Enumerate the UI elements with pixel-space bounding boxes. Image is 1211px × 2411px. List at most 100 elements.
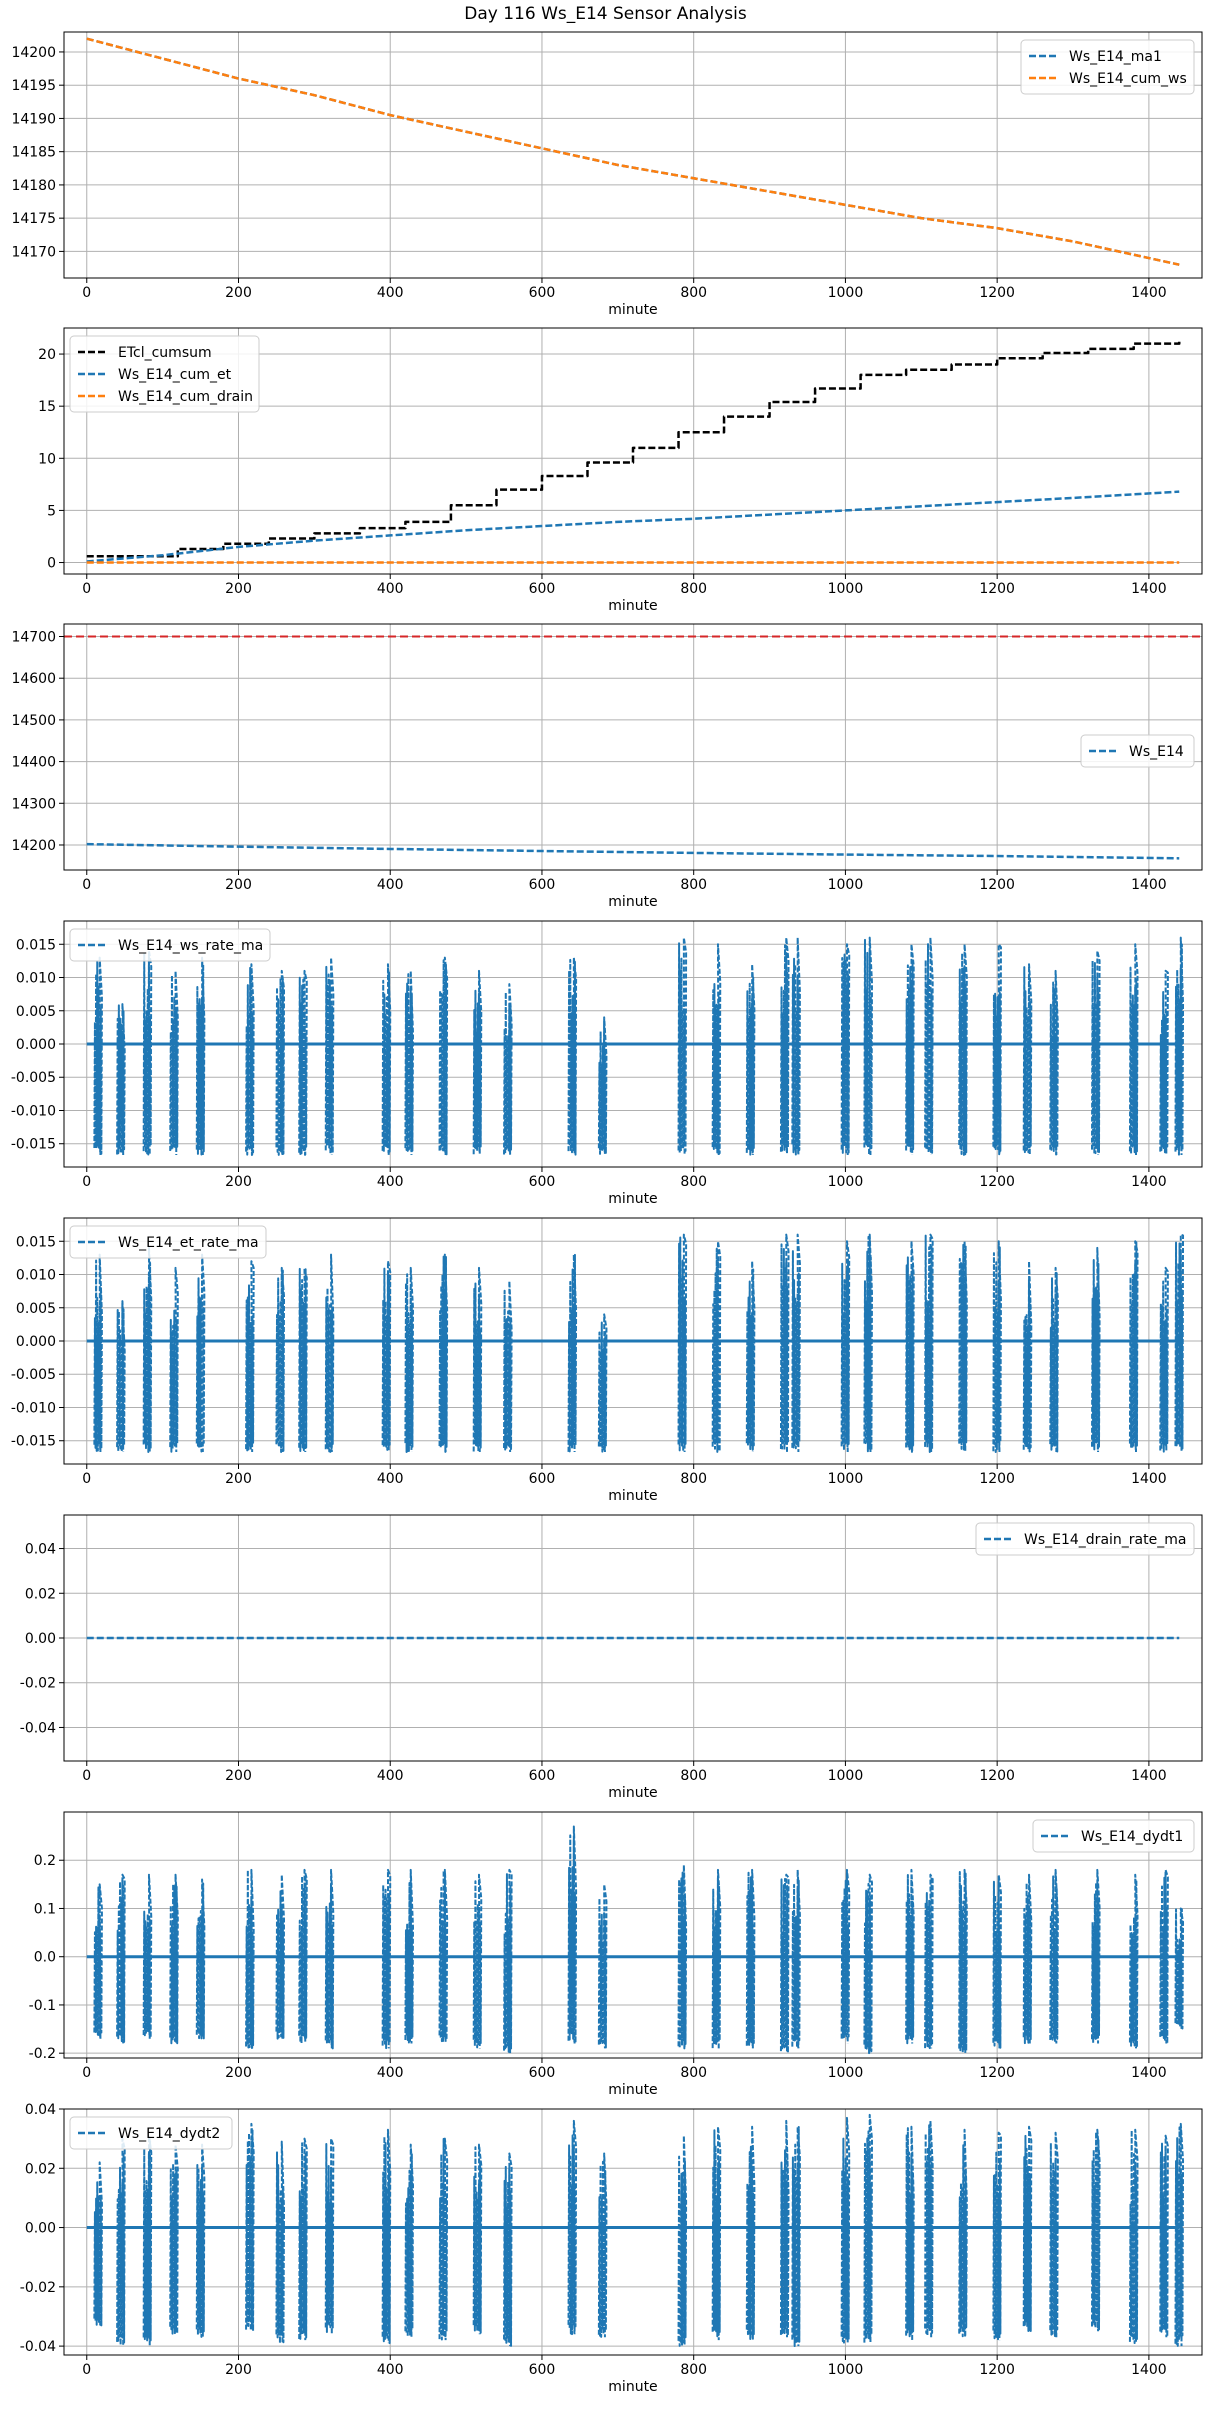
x-tick-label: 200	[225, 1768, 252, 1784]
series-burst	[840, 1868, 851, 2044]
series-burst	[1174, 1907, 1185, 2030]
y-tick-label: 0.00	[25, 1631, 56, 1647]
series-burst	[745, 2125, 756, 2341]
series-burst	[567, 2119, 578, 2336]
x-tick-label: 200	[225, 2362, 252, 2378]
series-burst	[1174, 2122, 1185, 2347]
series-burst	[1159, 2134, 1169, 2338]
series-Ws_E14	[86, 842, 1180, 860]
legend-box	[69, 2116, 233, 2150]
x-tick-label: 600	[529, 1174, 556, 1190]
series-burst	[840, 2116, 851, 2344]
series-burst	[745, 1868, 756, 2049]
series-burst	[1049, 1266, 1059, 1453]
y-tick-label: -0.005	[11, 1070, 56, 1086]
x-tick-label: 1200	[979, 877, 1015, 893]
y-tick-label: 14185	[11, 145, 56, 161]
x-tick-label: 1000	[828, 2065, 864, 2081]
x-tick-label: 1000	[828, 2362, 864, 2378]
series-burst	[992, 2131, 1002, 2341]
x-tick-label: 0	[82, 285, 91, 301]
figure-title: Day 116 Ws_E14 Sensor Analysis	[464, 4, 747, 24]
series-burst	[958, 1240, 968, 1453]
series-burst	[863, 2113, 873, 2344]
y-tick-label: 14175	[11, 211, 56, 227]
x-tick-label: 800	[680, 2065, 707, 2081]
x-tick-label: 200	[225, 581, 252, 597]
series-line	[86, 490, 1180, 563]
series-burst	[142, 1246, 153, 1453]
x-tick-label: 1400	[1131, 1174, 1167, 1190]
legend-box	[69, 335, 260, 413]
x-tick-label: 600	[529, 2065, 556, 2081]
x-tick-label: 1400	[1131, 285, 1167, 301]
series-line	[86, 340, 1181, 558]
x-tick-label: 1400	[1131, 2065, 1167, 2081]
series-burst	[404, 2143, 414, 2338]
x-tick-label: 400	[377, 1768, 404, 1784]
series-burst	[381, 1868, 392, 2050]
series-burst	[503, 1280, 513, 1453]
x-tick-label: 0	[82, 877, 91, 893]
series-burst	[503, 2152, 513, 2347]
x-tick-label: 0	[82, 1471, 91, 1487]
legend-label: Ws_E14_cum_ws	[1069, 71, 1187, 87]
x-tick-label: 0	[82, 1174, 91, 1190]
x-tick-label: 800	[680, 1768, 707, 1784]
x-tick-label: 600	[529, 1471, 556, 1487]
series-burst	[779, 1233, 790, 1453]
series-burst	[438, 2137, 449, 2341]
x-tick-label: 1400	[1131, 1471, 1167, 1487]
y-tick-label: 5	[47, 503, 56, 519]
series-burst	[745, 963, 756, 1156]
series-burst	[597, 1883, 608, 2049]
series-burst	[1128, 1873, 1139, 2049]
series-burst	[275, 2140, 286, 2345]
y-tick-label: 0.000	[16, 1037, 56, 1053]
legend-box	[69, 1225, 267, 1259]
legend-label: ETcl_cumsum	[118, 345, 212, 361]
series-burst	[93, 956, 103, 1156]
plot-frame	[63, 920, 1203, 1168]
x-tick-label: 400	[377, 877, 404, 893]
series-burst	[1128, 2128, 1139, 2345]
series-burst	[905, 1240, 915, 1453]
series-burst	[597, 2152, 608, 2338]
x-tick-label: 400	[377, 2065, 404, 2081]
legend-box	[69, 928, 271, 962]
series-burst	[438, 1253, 449, 1453]
x-axis-title: minute	[608, 2082, 657, 2098]
series-burst	[93, 1883, 103, 2039]
series-burst	[472, 1873, 483, 2049]
series-burst	[324, 1868, 335, 2050]
x-tick-label: 800	[680, 2362, 707, 2378]
legend-6: Ws_E14_drain_rate_ma	[975, 1522, 1195, 1556]
x-tick-label: 800	[680, 581, 707, 597]
y-tick-label: 0.02	[25, 1586, 56, 1602]
series-burst	[1090, 2128, 1101, 2332]
y-tick-label: 20	[38, 347, 56, 363]
series-burst	[116, 2137, 126, 2347]
legend-label: Ws_E14_ws_rate_ma	[118, 938, 263, 954]
y-tick-label: -0.02	[20, 1676, 56, 1692]
series-burst	[1022, 963, 1033, 1156]
x-tick-label: 0	[82, 581, 91, 597]
y-tick-label: 10	[38, 451, 56, 467]
x-tick-label: 600	[529, 581, 556, 597]
x-tick-label: 800	[680, 877, 707, 893]
series-burst	[567, 956, 578, 1156]
y-tick-label: 14190	[11, 111, 56, 127]
series-burst	[779, 936, 790, 1156]
series-burst	[905, 1868, 915, 2045]
series-burst	[840, 1240, 851, 1453]
y-tick-label: 0.015	[16, 1234, 56, 1250]
series-burst	[677, 1233, 688, 1453]
y-tick-label: 0.02	[25, 2161, 56, 2177]
series-burst	[1174, 1233, 1185, 1453]
legend-label: Ws_E14_dydt1	[1081, 1829, 1183, 1845]
y-tick-label: 0.1	[34, 1901, 56, 1917]
series-burst	[245, 1260, 255, 1453]
series-burst	[597, 1016, 608, 1156]
x-axis-title: minute	[608, 1488, 657, 1504]
